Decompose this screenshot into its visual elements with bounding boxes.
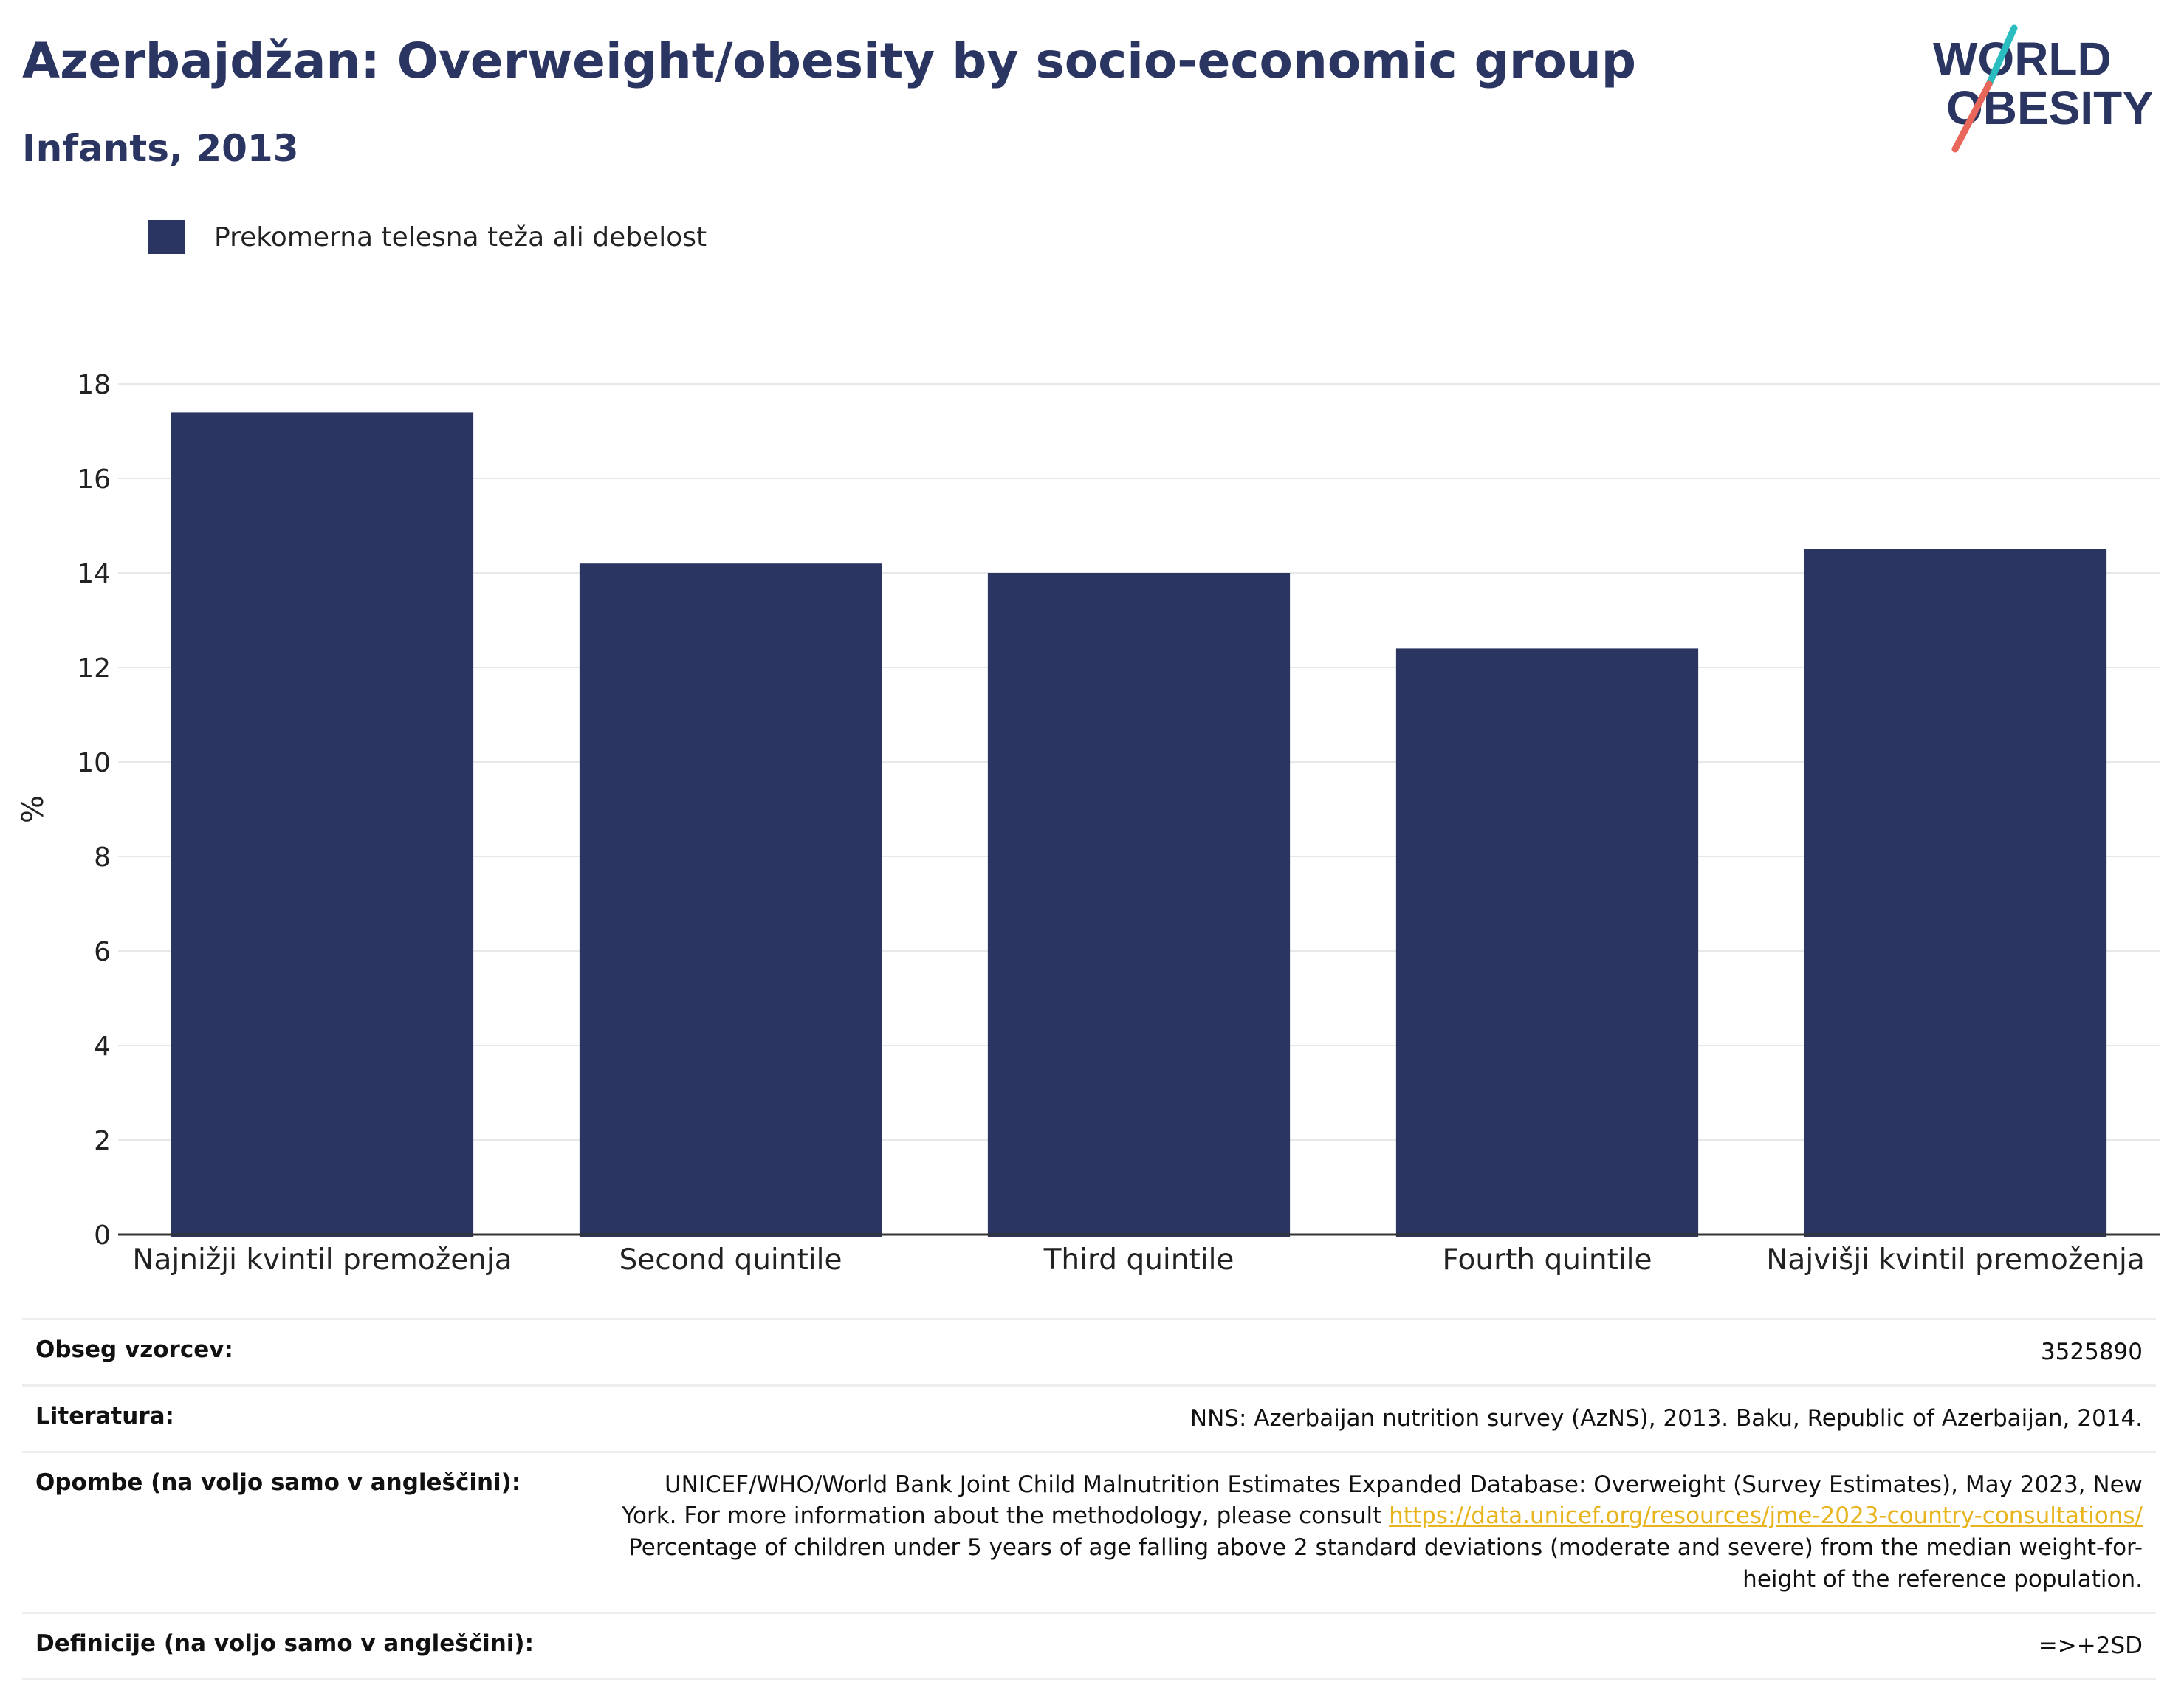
chart-legend: Prekomerna telesna teža ali debelost (148, 220, 707, 254)
bars (171, 412, 2107, 1237)
y-tick-label: 12 (77, 653, 111, 684)
chart-title: Azerbajdžan: Overweight/obesity by socio… (22, 32, 1637, 89)
bar-chart: 0 2 4 6 8 10 12 14 16 18 Najnižji kvintil premože… (16, 370, 2160, 1277)
x-tick-label: Najvišji kvintil premoženja (1766, 1243, 2144, 1277)
y-tick-label: 6 (94, 937, 111, 967)
logo-slash-top (1985, 24, 2018, 88)
notes-line1: UNICEF/WHO/World Bank Joint Child Malnut… (664, 1471, 2143, 1498)
notes-label: Opombe (na voljo samo v angleščini): (35, 1469, 521, 1496)
literature-row: Literatura: NNS: Azerbaijan nutrition su… (22, 1384, 2156, 1451)
logo-line2: OBESITY (1946, 81, 2154, 134)
sample-size-label: Obseg vzorcev: (35, 1336, 233, 1363)
info-table: Obseg vzorcev: 3525890 Literatura: NNS: … (22, 1318, 2156, 1680)
x-tick-label: Third quintile (1043, 1243, 1234, 1277)
x-tick-label: Fourth quintile (1442, 1243, 1652, 1277)
y-tick-label: 4 (94, 1031, 111, 1062)
sample-size-value: 3525890 (2040, 1339, 2143, 1365)
y-tick-label: 16 (77, 464, 111, 495)
y-tick-label: 18 (77, 370, 111, 400)
bar[interactable] (579, 563, 882, 1237)
literature-label: Literatura: (35, 1402, 174, 1429)
logo-slash-bottom (1951, 80, 1993, 153)
x-axis-ticks: Najnižji kvintil premoženja Second quinti… (132, 1243, 2144, 1277)
logo-line1: WORLD (1933, 32, 2112, 86)
notes-value: UNICEF/WHO/World Bank Joint Child Malnut… (622, 1469, 2143, 1596)
y-tick-label: 10 (77, 748, 111, 778)
definitions-value: =>+2SD (2038, 1632, 2143, 1659)
y-axis-ticks: 0 2 4 6 8 10 12 14 16 18 (77, 370, 111, 1251)
notes-line3: Percentage of children under 5 years of … (628, 1534, 2143, 1562)
legend-label: Prekomerna telesna teža ali debelost (214, 222, 707, 253)
definitions-label: Definicije (na voljo samo v angleščini): (35, 1630, 534, 1657)
y-tick-label: 2 (94, 1126, 111, 1156)
world-obesity-logo: WORLD OBESITY (1933, 24, 2154, 153)
methodology-link[interactable]: https://data.unicef.org/resources/jme-20… (1389, 1503, 2143, 1530)
bar[interactable] (1395, 648, 1699, 1237)
bar[interactable] (987, 573, 1291, 1237)
x-tick-label: Najnižji kvintil premoženja (132, 1243, 512, 1277)
legend-swatch (148, 220, 185, 254)
bar[interactable] (171, 412, 474, 1237)
y-axis-title: % (16, 795, 50, 823)
y-tick-label: 8 (94, 842, 111, 873)
definitions-row: Definicije (na voljo samo v angleščini):… (22, 1611, 2156, 1680)
y-tick-label: 14 (77, 559, 111, 589)
bar[interactable] (1804, 549, 2107, 1237)
sample-size-row: Obseg vzorcev: 3525890 (22, 1318, 2156, 1384)
chart-subtitle: Infants, 2013 (22, 127, 299, 170)
notes-line4: height of the reference population. (1742, 1565, 2143, 1593)
y-tick-label: 0 (94, 1220, 111, 1251)
notes-line2: York. For more information about the met… (622, 1503, 1382, 1530)
literature-value: NNS: Azerbaijan nutrition survey (AzNS),… (1189, 1404, 2143, 1432)
x-tick-label: Second quintile (619, 1243, 842, 1277)
notes-row: Opombe (na voljo samo v angleščini): UNI… (22, 1450, 2156, 1612)
